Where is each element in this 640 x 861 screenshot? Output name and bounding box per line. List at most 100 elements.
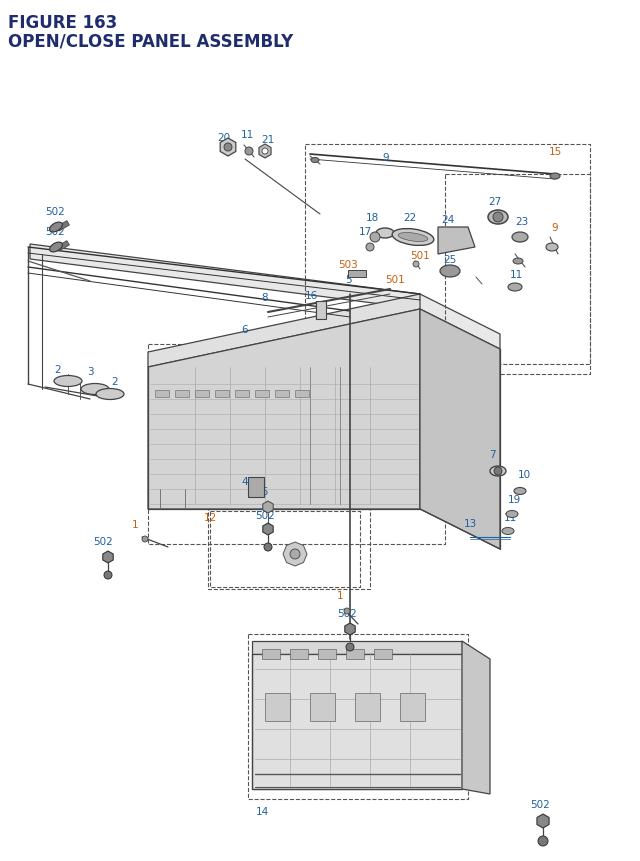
Circle shape <box>290 549 300 560</box>
Polygon shape <box>462 641 490 794</box>
Text: 16: 16 <box>305 291 317 300</box>
Bar <box>310 693 335 722</box>
Text: 17: 17 <box>358 226 372 237</box>
Text: 11: 11 <box>241 130 253 139</box>
Ellipse shape <box>508 283 522 292</box>
Bar <box>355 693 380 722</box>
Bar <box>374 649 392 660</box>
Text: 1: 1 <box>132 519 138 530</box>
Ellipse shape <box>513 258 523 264</box>
Text: 503: 503 <box>338 260 358 269</box>
Ellipse shape <box>50 243 62 252</box>
Polygon shape <box>30 245 500 350</box>
Text: 22: 22 <box>403 213 417 223</box>
Circle shape <box>245 148 253 156</box>
Bar <box>155 391 169 398</box>
Text: 1: 1 <box>337 591 343 600</box>
Ellipse shape <box>512 232 528 243</box>
Bar <box>215 391 229 398</box>
Ellipse shape <box>440 266 460 278</box>
Bar <box>175 391 189 398</box>
Text: OPEN/CLOSE PANEL ASSEMBLY: OPEN/CLOSE PANEL ASSEMBLY <box>8 32 293 50</box>
Text: 24: 24 <box>442 214 454 225</box>
Bar <box>318 649 336 660</box>
Circle shape <box>538 836 548 846</box>
Ellipse shape <box>398 233 428 242</box>
Ellipse shape <box>550 174 560 180</box>
Ellipse shape <box>311 158 319 164</box>
Ellipse shape <box>376 229 394 238</box>
Text: 502: 502 <box>93 536 113 547</box>
Ellipse shape <box>54 376 82 387</box>
Text: 12: 12 <box>204 512 216 523</box>
Text: 20: 20 <box>218 133 230 143</box>
Text: 25: 25 <box>444 255 456 264</box>
Bar <box>275 391 289 398</box>
Circle shape <box>493 213 503 223</box>
Bar <box>295 391 309 398</box>
Ellipse shape <box>490 467 506 476</box>
Text: 11: 11 <box>504 512 516 523</box>
Ellipse shape <box>506 511 518 518</box>
Text: 501: 501 <box>385 275 405 285</box>
Circle shape <box>262 149 268 155</box>
Circle shape <box>224 144 232 152</box>
Bar <box>290 649 308 660</box>
Ellipse shape <box>546 244 558 251</box>
Text: 13: 13 <box>463 518 477 529</box>
Polygon shape <box>148 294 420 368</box>
Ellipse shape <box>514 488 526 495</box>
Bar <box>255 391 269 398</box>
Ellipse shape <box>392 229 434 246</box>
Circle shape <box>264 543 272 551</box>
Text: FIGURE 163: FIGURE 163 <box>8 14 117 32</box>
Bar <box>348 270 366 278</box>
Bar <box>262 649 280 660</box>
Text: 10: 10 <box>517 469 531 480</box>
Text: 502: 502 <box>45 207 65 217</box>
Bar <box>235 391 249 398</box>
Ellipse shape <box>81 384 109 395</box>
Bar <box>56 221 69 232</box>
Circle shape <box>346 643 354 651</box>
Text: 502: 502 <box>45 226 65 237</box>
Text: 501: 501 <box>410 251 430 261</box>
Text: 21: 21 <box>261 135 275 145</box>
Ellipse shape <box>488 211 508 225</box>
Text: 3: 3 <box>86 367 93 376</box>
Text: 502: 502 <box>530 799 550 809</box>
Text: 9: 9 <box>383 152 389 163</box>
Bar <box>195 391 209 398</box>
Text: 18: 18 <box>365 213 379 223</box>
Ellipse shape <box>96 389 124 400</box>
Text: 27: 27 <box>488 197 502 207</box>
Circle shape <box>413 262 419 268</box>
Bar <box>400 693 425 722</box>
Circle shape <box>370 232 380 243</box>
Text: 26: 26 <box>255 486 269 497</box>
Polygon shape <box>420 310 500 549</box>
Ellipse shape <box>50 223 62 232</box>
Circle shape <box>344 608 350 614</box>
Circle shape <box>142 536 148 542</box>
Bar <box>346 649 364 660</box>
Bar <box>316 301 326 319</box>
Text: 5: 5 <box>345 275 351 285</box>
Text: 502: 502 <box>337 608 357 618</box>
Text: 6: 6 <box>242 325 248 335</box>
Text: 4: 4 <box>242 476 248 486</box>
Text: 14: 14 <box>255 806 269 816</box>
Polygon shape <box>438 228 475 255</box>
Polygon shape <box>252 641 462 654</box>
Circle shape <box>366 244 374 251</box>
Bar <box>248 478 264 498</box>
Text: 2: 2 <box>54 364 61 375</box>
Text: 9: 9 <box>552 223 558 232</box>
Circle shape <box>494 468 502 475</box>
Polygon shape <box>148 310 420 510</box>
Text: 502: 502 <box>255 511 275 520</box>
Text: 15: 15 <box>548 147 562 157</box>
Text: 2: 2 <box>112 376 118 387</box>
Text: 7: 7 <box>489 449 495 460</box>
Text: 23: 23 <box>515 217 529 226</box>
